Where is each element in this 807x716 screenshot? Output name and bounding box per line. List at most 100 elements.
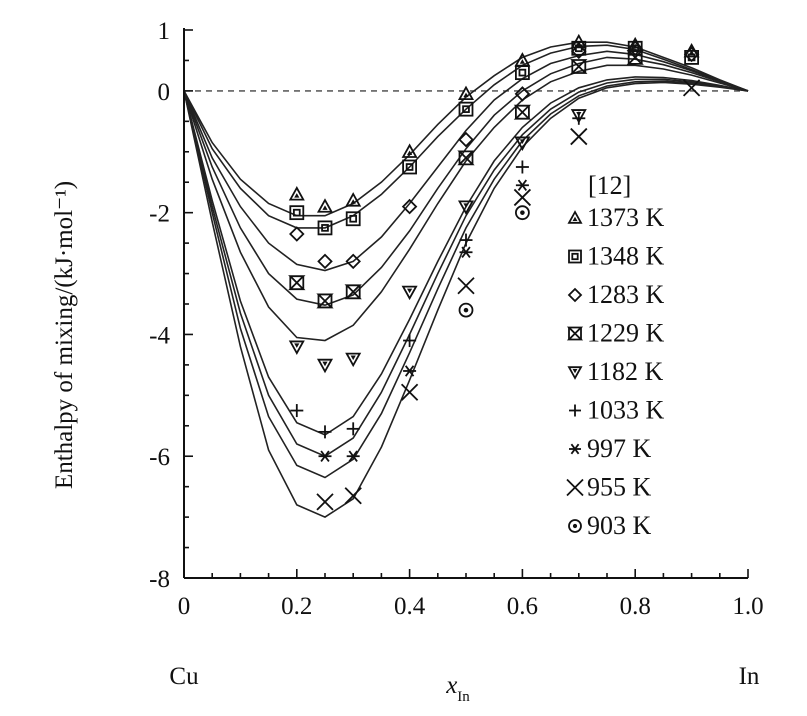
marker-1033k-1 (290, 404, 304, 418)
legend-label-903k: 903 K (587, 511, 652, 540)
marker-1283k-3 (345, 253, 361, 270)
marker-1373k-5 (457, 85, 475, 101)
fit-curve-7 (183, 78, 749, 458)
y-axis-title: Enthalpy of mixing/(kJ·mol⁻¹) (51, 181, 78, 489)
legend-label-1033k: 1033 K (587, 396, 665, 425)
marker-1229k-1 (288, 275, 306, 291)
x-tick-label: 0 (178, 593, 191, 620)
y-tick-label: -2 (149, 201, 170, 228)
marker-903k-1 (458, 302, 474, 318)
marker-1283k-1 (289, 226, 305, 242)
marker-903k-2 (515, 205, 530, 221)
marker-1182k-4 (401, 285, 418, 301)
marker-1229k-4 (457, 150, 475, 166)
axes: 0 0.2 0.4 0.6 0.8 1.0 1 0 -2 -4 -6 -8 (149, 18, 763, 620)
fit-curve-5 (183, 64, 749, 342)
marker-1033k-5 (459, 233, 473, 247)
marker-955k-6 (570, 127, 588, 146)
marker-1283k-2 (317, 253, 333, 270)
marker-1348k-4 (402, 159, 418, 175)
x-right-label: In (739, 663, 760, 690)
marker-1283k-7 (571, 43, 587, 60)
legend-marker-1033k (569, 404, 581, 417)
legend-label-1373k: 1373 K (587, 203, 665, 232)
marker-1229k-3 (344, 284, 362, 300)
x-axis-title-sub: In (457, 689, 470, 705)
legend-marker-1348k (568, 249, 582, 264)
marker-1348k-3 (345, 211, 361, 227)
y-tick-label: -8 (149, 566, 170, 593)
marker-1373k-4 (401, 143, 418, 158)
marker-997k-4 (459, 246, 473, 258)
marker-1229k-6 (570, 59, 588, 74)
fit-curve-8 (183, 80, 749, 479)
marker-955k-3 (400, 383, 419, 401)
data-markers (288, 33, 701, 511)
legend: [12] 1373 K 1348 K 1283 K 1229 K 1182 K 1033 K… (566, 171, 665, 540)
marker-1283k-4 (401, 198, 418, 215)
legend-label-1348k: 1348 K (587, 242, 665, 271)
marker-1229k-5 (513, 104, 532, 120)
y-tick-label: -6 (149, 444, 170, 471)
marker-997k-2 (346, 450, 360, 462)
x-tick-label: 1.0 (732, 593, 763, 620)
marker-1373k-2 (316, 198, 334, 213)
legend-marker-1182k (567, 366, 583, 380)
marker-1348k-1 (289, 205, 305, 221)
marker-1348k-2 (317, 220, 333, 236)
marker-955k-5 (513, 188, 532, 207)
marker-1229k-7 (626, 50, 644, 65)
marker-1182k-6 (514, 136, 531, 151)
y-tick-label: 0 (158, 79, 171, 106)
marker-955k-4 (457, 277, 475, 295)
legend-label-997k: 997 K (587, 434, 652, 463)
marker-1182k-3 (345, 352, 362, 368)
marker-1033k-6 (515, 160, 529, 174)
legend-marker-1283k (567, 287, 583, 303)
legend-marker-1229k (566, 326, 584, 341)
y-tick-label: 1 (158, 18, 171, 45)
x-tick-label: 0.6 (507, 593, 538, 620)
marker-1373k-1 (288, 186, 305, 201)
x-tick-label: 0.4 (394, 593, 426, 620)
marker-1033k-3 (346, 422, 360, 436)
marker-997k-5 (515, 179, 529, 192)
legend-label-955k: 955 K (587, 473, 652, 502)
marker-955k-7 (682, 79, 701, 97)
marker-1182k-2 (316, 358, 334, 374)
marker-1033k-2 (318, 425, 332, 439)
fit-curve-2 (183, 44, 749, 229)
marker-1373k-3 (345, 192, 362, 207)
legend-marker-997k (569, 443, 581, 455)
legend-marker-903k (568, 519, 582, 533)
y-tick-label: -4 (149, 322, 170, 349)
x-axis-title: xIn (445, 672, 470, 705)
x-axis-title-main: x (445, 672, 457, 699)
marker-1182k-1 (288, 340, 305, 355)
x-left-label: Cu (169, 663, 199, 690)
legend-label-1182k: 1182 K (587, 357, 664, 386)
marker-1033k-7 (572, 111, 586, 125)
x-tick-label: 0.2 (281, 593, 312, 620)
marker-1283k-6 (514, 86, 531, 102)
marker-1348k-6 (515, 65, 530, 81)
legend-title: [12] (588, 171, 631, 200)
marker-1283k-8 (627, 40, 643, 57)
marker-997k-3 (403, 365, 417, 377)
marker-1283k-5 (458, 131, 474, 148)
marker-1182k-5 (457, 200, 475, 215)
marker-1348k-5 (458, 101, 474, 117)
marker-1229k-2 (316, 293, 334, 309)
marker-997k-1 (318, 450, 332, 462)
marker-1033k-4 (403, 334, 417, 348)
marker-955k-2 (344, 487, 362, 505)
legend-marker-1373k (567, 210, 583, 224)
fit-curve-3 (183, 50, 749, 272)
x-tick-label: 0.8 (620, 593, 651, 620)
fit-curve-4 (183, 56, 749, 307)
legend-label-1229k: 1229 K (587, 319, 665, 348)
legend-marker-955k (566, 478, 584, 497)
marker-1283k-9 (683, 46, 700, 63)
marker-955k-1 (316, 493, 334, 511)
